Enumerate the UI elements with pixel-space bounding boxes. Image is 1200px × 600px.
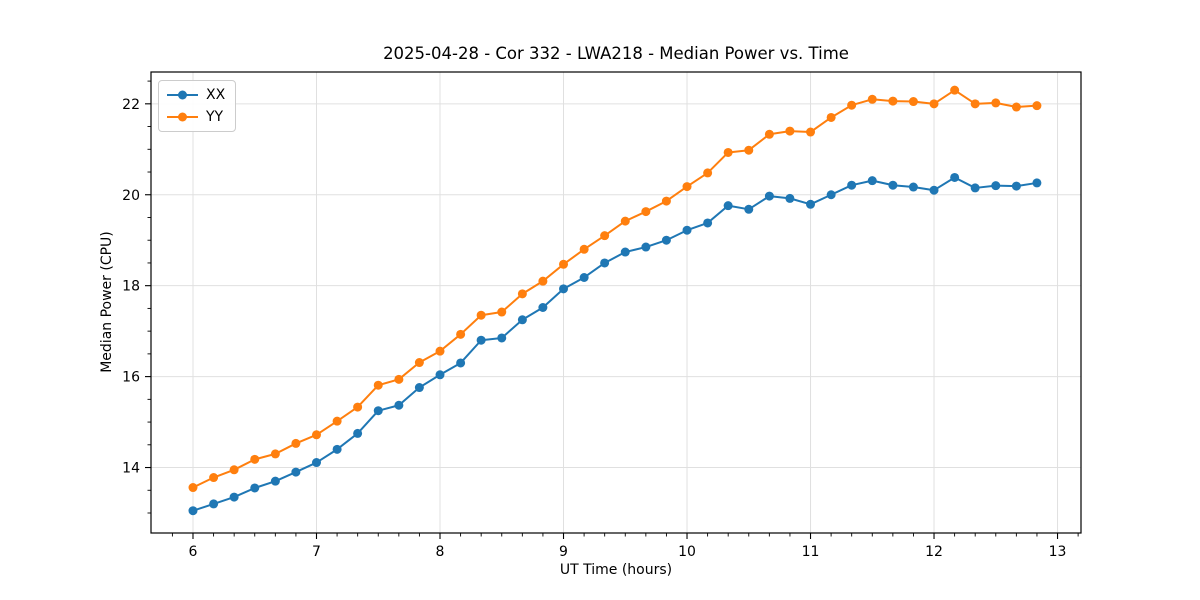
svg-text:11: 11 [802,544,820,560]
legend-item-xx: XX [166,85,225,105]
legend-label: XX [206,87,226,103]
svg-text:13: 13 [1049,544,1067,560]
legend-item-yy: YY [166,107,225,127]
svg-text:7: 7 [312,544,321,560]
legend-label: YY [206,109,224,125]
chart-title: 2025-04-28 - Cor 332 - LWA218 - Median P… [383,44,849,63]
legend: XX YY [158,80,237,132]
svg-text:10: 10 [678,544,696,560]
svg-text:22: 22 [122,97,140,113]
svg-text:16: 16 [122,370,140,386]
y-axis-label-text: Median Power (CPU) [99,231,115,373]
svg-text:9: 9 [559,544,568,560]
svg-text:8: 8 [436,544,445,560]
svg-text:14: 14 [122,461,140,477]
svg-text:18: 18 [122,279,140,295]
svg-text:12: 12 [925,544,943,560]
x-axis-label: UT Time (hours) [559,562,673,578]
legend-line-marker-icon [167,90,198,100]
svg-text:20: 20 [122,188,140,204]
legend-line-marker-icon [167,112,198,122]
svg-text:6: 6 [189,544,198,560]
